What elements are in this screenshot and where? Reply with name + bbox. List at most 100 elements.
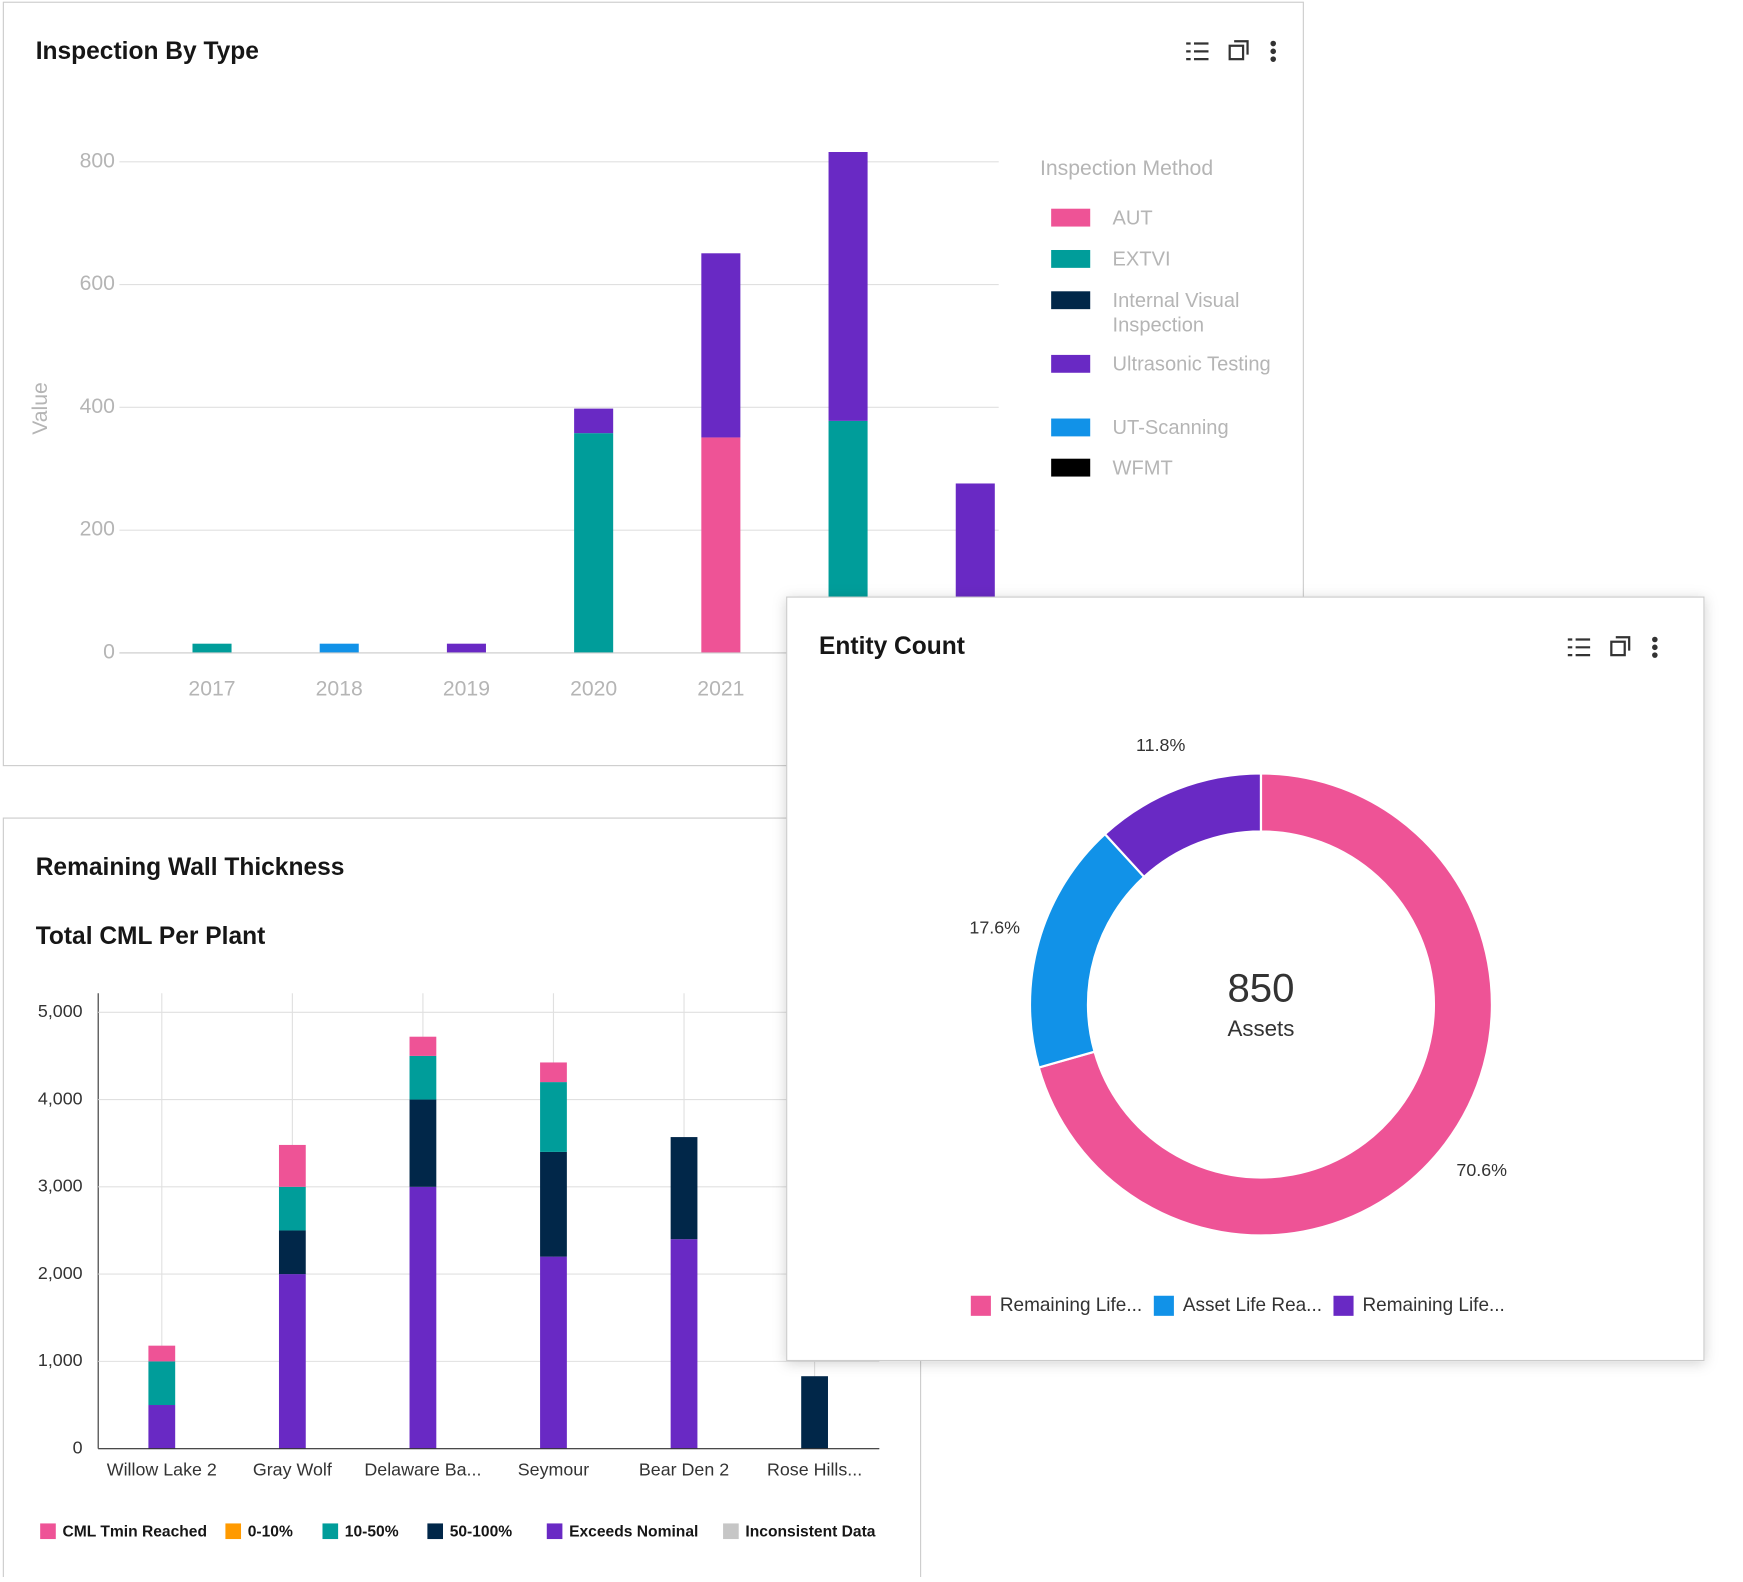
bar-segment xyxy=(574,408,614,434)
legend-swatch xyxy=(225,1523,242,1540)
legend-swatch xyxy=(1051,418,1091,437)
panel-subtitle: Total CML Per Plant xyxy=(36,923,266,950)
bar-segment xyxy=(148,1361,176,1406)
bar-segment xyxy=(409,1055,437,1100)
bar-segment xyxy=(148,1405,176,1449)
legend-label: AUT xyxy=(1112,206,1153,229)
panel-title: Remaining Wall Thickness xyxy=(36,854,345,881)
bar-segment xyxy=(409,1099,437,1187)
slice-label: 17.6% xyxy=(969,918,1020,938)
toolbar[interactable] xyxy=(1567,636,1658,658)
legend-swatch xyxy=(1051,208,1091,227)
bar-segment xyxy=(828,152,868,421)
legend-title: Inspection Method xyxy=(1040,157,1213,180)
bar-segment xyxy=(278,1230,306,1275)
legend-label: 50-100% xyxy=(450,1523,513,1540)
legend-label: Ultrasonic Testing xyxy=(1112,352,1271,375)
legend-entry: EXTVI xyxy=(1112,247,1171,271)
bar-segment xyxy=(446,643,486,653)
panel-title: Inspection By Type xyxy=(36,38,259,65)
legend-swatch xyxy=(322,1523,339,1540)
x-tick-label: 2021 xyxy=(697,677,744,700)
bar-segment xyxy=(540,1256,567,1449)
bar-segment xyxy=(670,1137,698,1240)
bar-segment xyxy=(278,1186,306,1231)
y-tick-label: 5,000 xyxy=(38,1001,83,1021)
bar-segment xyxy=(540,1082,567,1152)
bar-segment xyxy=(409,1036,437,1056)
legend-swatch xyxy=(1051,354,1091,373)
legend-entry: UT-Scanning xyxy=(1112,416,1229,439)
donut-center-label: Assets xyxy=(1227,1016,1294,1041)
x-tick-label: Seymour xyxy=(518,1460,589,1480)
y-tick-label: 0 xyxy=(73,1437,83,1457)
legend-swatch xyxy=(1153,1295,1174,1316)
bar-segment xyxy=(540,1151,567,1257)
legend-entry: Internal Visual Inspection xyxy=(1112,289,1240,336)
bar-segment xyxy=(801,1376,828,1449)
legend-label: Remaining Life... xyxy=(1362,1295,1504,1316)
toolbar[interactable] xyxy=(1186,40,1277,62)
bar-segment xyxy=(701,253,741,438)
legend-swatch xyxy=(546,1523,563,1540)
x-tick-label: Willow Lake 2 xyxy=(107,1460,217,1480)
bar-segment xyxy=(701,437,741,653)
legend-label: 0-10% xyxy=(248,1523,293,1540)
legend-label: Internal Visual Inspection xyxy=(1112,289,1240,336)
y-tick-label: 800 xyxy=(80,149,115,172)
y-tick-label: 1,000 xyxy=(38,1350,83,1370)
legend-label: 10-50% xyxy=(345,1523,399,1540)
x-tick-label: 2019 xyxy=(443,677,490,700)
legend-swatch xyxy=(1051,249,1091,268)
panel-title: Entity Count xyxy=(819,633,965,660)
y-tick-label: 2,000 xyxy=(38,1263,83,1283)
legend-swatch xyxy=(427,1523,444,1540)
x-tick-label: 2020 xyxy=(570,677,617,700)
bar-segment xyxy=(540,1062,567,1083)
bar-segment xyxy=(409,1186,437,1449)
bar-segment xyxy=(192,643,232,653)
legend-swatch xyxy=(1051,291,1091,310)
bar-segment xyxy=(278,1274,306,1449)
slice-label: 70.6% xyxy=(1456,1160,1507,1180)
legend-label: Exceeds Nominal xyxy=(569,1523,698,1540)
y-tick-label: 3,000 xyxy=(38,1176,83,1196)
donut-slice xyxy=(1037,772,1494,1237)
legend-swatch xyxy=(40,1523,56,1540)
legend-entry: WFMT xyxy=(1112,456,1173,479)
legend-label: Remaining Life... xyxy=(1000,1295,1142,1316)
x-tick-label: Rose Hills... xyxy=(767,1460,862,1480)
x-tick-label: Delaware Ba... xyxy=(364,1460,481,1480)
y-tick-label: 600 xyxy=(80,272,115,295)
bar-segment xyxy=(574,433,614,653)
legend-label: Inconsistent Data xyxy=(745,1523,875,1540)
legend-label: UT-Scanning xyxy=(1112,416,1229,439)
y-tick-label: 200 xyxy=(80,518,115,541)
legend-entry: Ultrasonic Testing xyxy=(1112,352,1271,375)
y-axis-label: Value xyxy=(29,382,52,435)
bar-segment xyxy=(319,643,359,653)
legend-label: WFMT xyxy=(1112,456,1173,479)
x-tick-label: Gray Wolf xyxy=(253,1460,332,1480)
x-tick-label: 2018 xyxy=(316,677,363,700)
legend-swatch xyxy=(1333,1295,1354,1316)
y-tick-label: 0 xyxy=(103,640,115,663)
legend-swatch xyxy=(1051,458,1091,477)
donut-slice xyxy=(1103,772,1263,879)
x-tick-label: Bear Den 2 xyxy=(639,1460,729,1480)
slice-label: 11.8% xyxy=(1136,735,1185,755)
donut-total: 850 xyxy=(1227,966,1294,1011)
legend-label: CML Tmin Reached xyxy=(62,1523,207,1540)
x-tick-label: 2017 xyxy=(188,677,235,700)
bar-segment xyxy=(148,1345,176,1362)
y-tick-label: 400 xyxy=(80,395,115,418)
legend-entry: AUT xyxy=(1112,206,1153,229)
legend-label: Asset Life Rea... xyxy=(1183,1295,1322,1316)
legend-swatch xyxy=(970,1295,991,1316)
y-tick-label: 4,000 xyxy=(38,1088,83,1108)
bar-segment xyxy=(278,1144,306,1187)
legend-swatch xyxy=(723,1523,739,1540)
legend-label: EXTVI xyxy=(1112,247,1171,271)
bar-segment xyxy=(670,1239,698,1449)
